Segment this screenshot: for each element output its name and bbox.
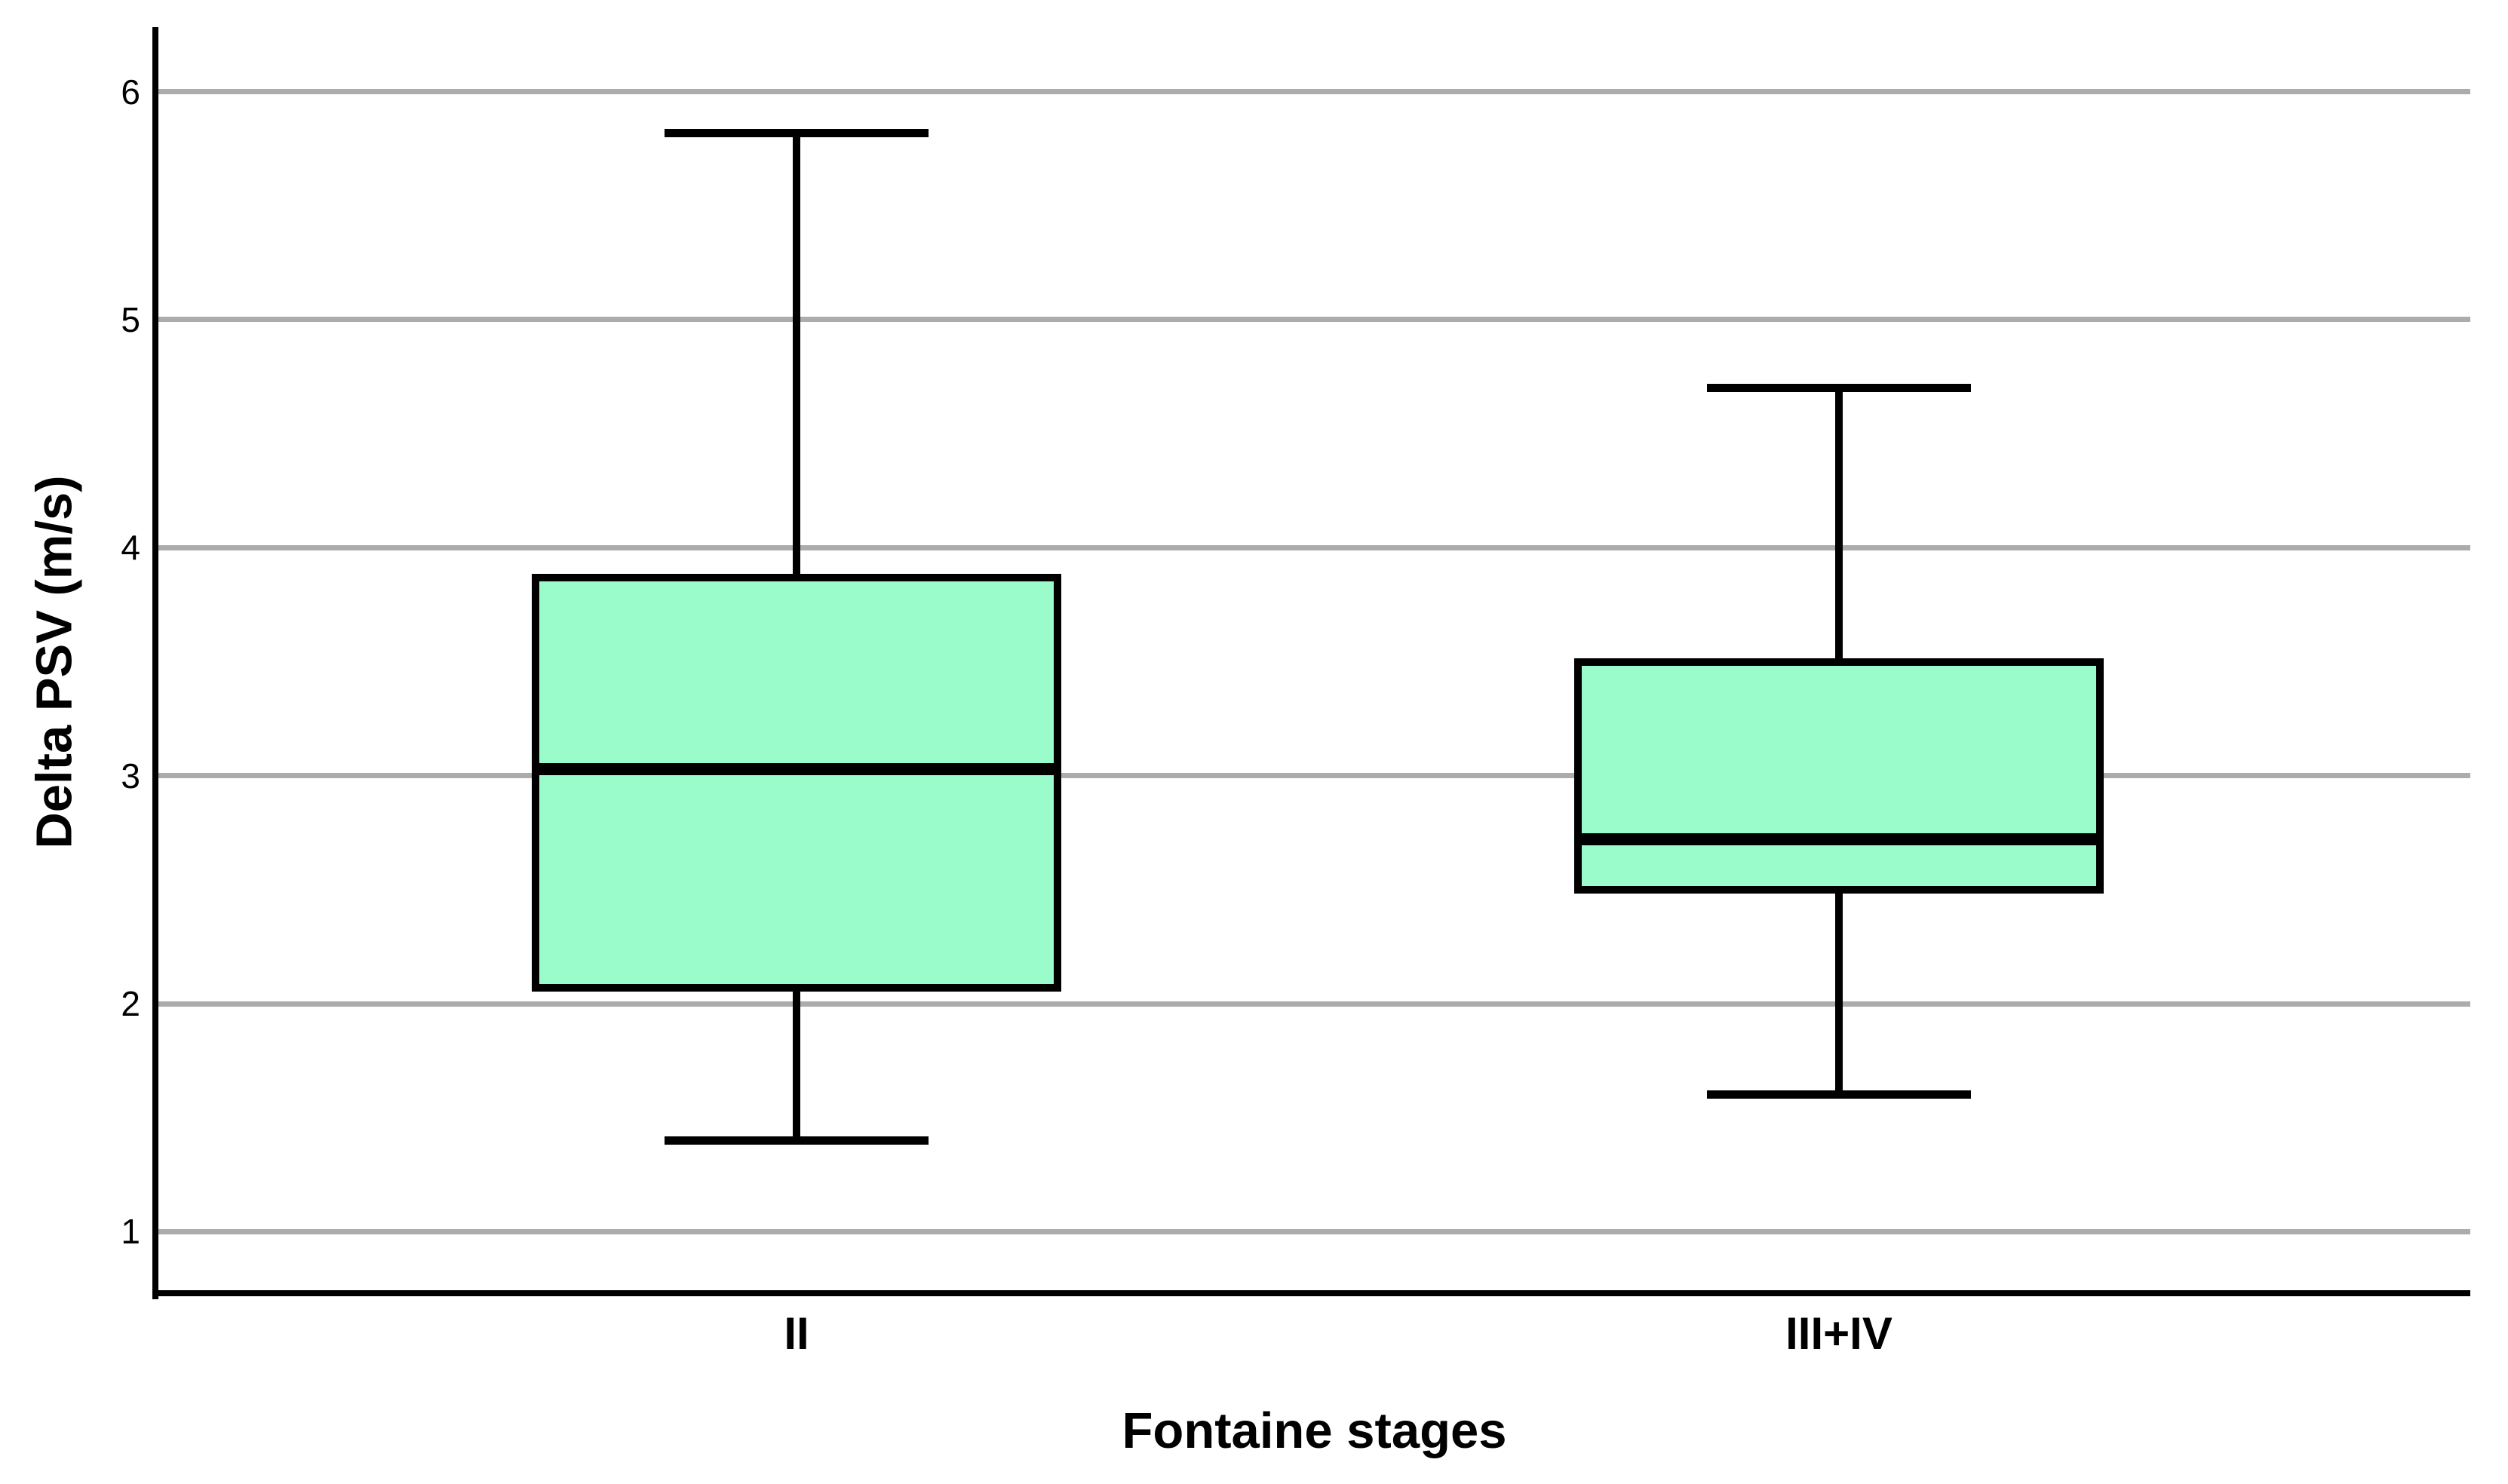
gridline-3	[158, 773, 2470, 779]
y-tick-label-4: 4	[121, 528, 140, 568]
gridline-2	[158, 1001, 2470, 1007]
gridline-5	[158, 317, 2470, 323]
y-tick-label-3: 3	[121, 756, 140, 796]
y-tick-label-1: 1	[121, 1212, 140, 1252]
whisker-upper-II	[793, 133, 800, 578]
whisker-cap-max-II	[665, 128, 929, 137]
x-axis-line	[152, 1290, 2470, 1296]
box-II	[532, 573, 1061, 992]
x-category-label-III+IV: III+IV	[1785, 1308, 1893, 1359]
whisker-lower-II	[793, 987, 800, 1141]
whisker-lower-III+IV	[1835, 889, 1843, 1095]
whisker-upper-III+IV	[1835, 388, 1843, 662]
whisker-cap-max-III+IV	[1707, 384, 1971, 393]
x-category-label-II: II	[784, 1308, 809, 1359]
x-axis-title: Fontaine stages	[1122, 1403, 1507, 1459]
gridline-4	[158, 544, 2470, 550]
y-tick-label-2: 2	[121, 984, 140, 1024]
y-tick-label-5: 5	[121, 299, 140, 339]
gridline-1	[158, 1228, 2470, 1234]
y-axis-line	[152, 27, 158, 1299]
median-line-II	[538, 762, 1055, 775]
median-line-III+IV	[1580, 833, 2098, 846]
whisker-cap-min-II	[665, 1136, 929, 1145]
box-III+IV	[1574, 658, 2104, 894]
y-tick-label-6: 6	[121, 72, 140, 112]
gridline-6	[158, 89, 2470, 95]
whisker-cap-min-III+IV	[1707, 1090, 1971, 1099]
